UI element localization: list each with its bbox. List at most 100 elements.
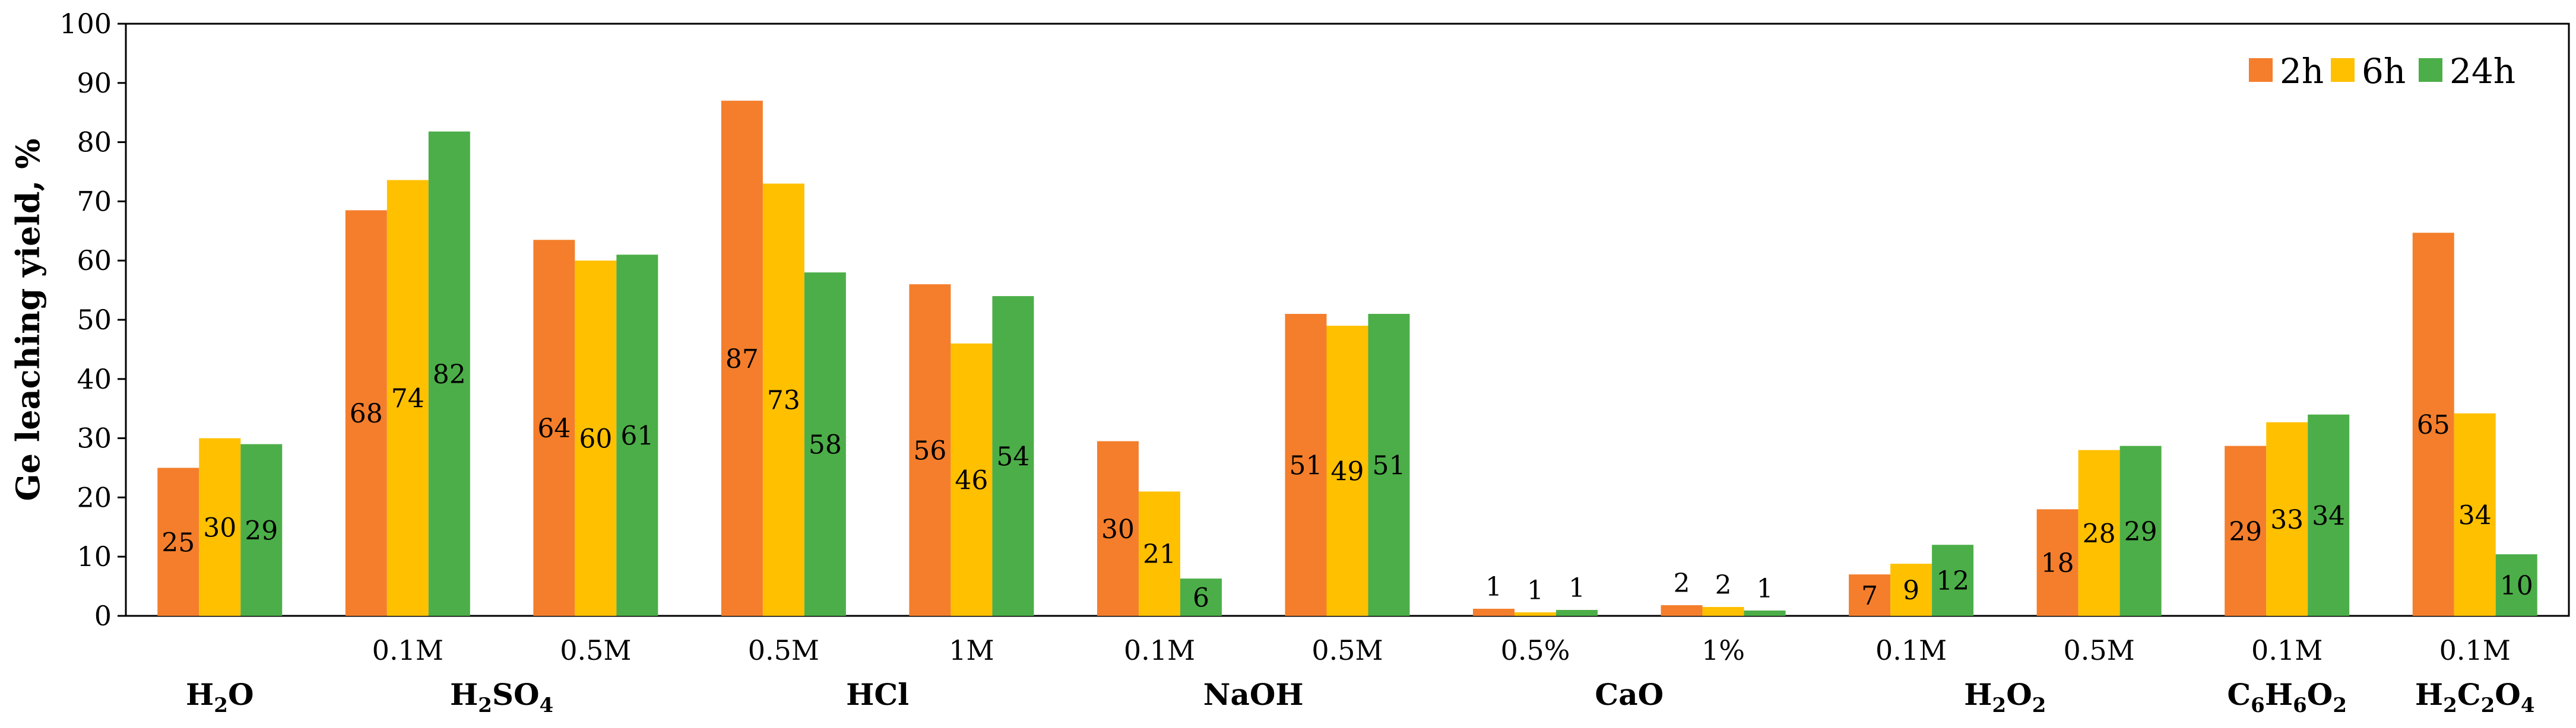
bar-24h bbox=[992, 296, 1034, 616]
group-label-part: H bbox=[2265, 677, 2293, 712]
bar-2h bbox=[1097, 441, 1139, 616]
bar-2h bbox=[721, 100, 763, 616]
data-label-24h: 1 bbox=[1757, 574, 1773, 604]
data-label-2h: 18 bbox=[2041, 548, 2074, 578]
bar-2h bbox=[2412, 233, 2454, 616]
x-tick-label: 0.5M bbox=[748, 634, 819, 666]
bar-2h bbox=[1285, 314, 1327, 616]
bar-6h bbox=[2454, 413, 2496, 616]
group-label-subscript: 2 bbox=[478, 694, 492, 717]
data-label-2h: 30 bbox=[1101, 514, 1135, 545]
y-tick-label: 50 bbox=[77, 304, 112, 336]
legend-swatch-2h bbox=[2249, 58, 2273, 82]
data-label-2h: 87 bbox=[725, 344, 759, 374]
bar-2h bbox=[157, 468, 199, 616]
group-label: H2SO4 bbox=[450, 677, 553, 717]
data-label-2h: 7 bbox=[1861, 581, 1878, 611]
data-label-6h: 33 bbox=[2270, 505, 2303, 535]
x-tick-label: 0.5M bbox=[560, 634, 631, 666]
x-tick-label: 0.1M bbox=[2439, 634, 2511, 666]
y-tick-label: 100 bbox=[59, 8, 112, 40]
group-label-part: H bbox=[450, 677, 478, 712]
x-tick-label: 0.1M bbox=[1875, 634, 1947, 666]
data-label-6h: 21 bbox=[1143, 539, 1176, 570]
group-label: NaOH bbox=[1203, 677, 1304, 712]
legend-label-2h: 2h bbox=[2280, 51, 2324, 91]
data-label-24h: 6 bbox=[1193, 583, 1209, 613]
bar-6h bbox=[1326, 325, 1368, 616]
bar-2h bbox=[1849, 574, 1891, 616]
data-label-6h: 30 bbox=[203, 513, 236, 543]
group-label-subscript: 6 bbox=[2293, 694, 2307, 717]
bar-2h bbox=[2036, 509, 2078, 616]
bar-24h bbox=[1744, 611, 1786, 616]
bar-2h bbox=[345, 210, 387, 616]
x-tick-label: 0.5% bbox=[1501, 634, 1570, 666]
x-tick-label: 0.5M bbox=[1311, 634, 1383, 666]
data-label-24h: 12 bbox=[1936, 566, 1969, 596]
data-label-2h: 65 bbox=[2417, 410, 2450, 440]
bar-24h bbox=[1556, 610, 1598, 616]
group-label-subscript: 2 bbox=[1992, 694, 2007, 717]
group-label-subscript: 2 bbox=[2032, 694, 2046, 717]
data-label-6h: 73 bbox=[767, 386, 800, 416]
y-tick-label: 20 bbox=[77, 481, 112, 513]
y-tick-label: 30 bbox=[77, 422, 112, 454]
legend-swatch-24h bbox=[2419, 58, 2442, 82]
group-label-subscript: 4 bbox=[540, 694, 554, 717]
y-tick-label: 0 bbox=[94, 600, 112, 632]
group-label-subscript: 2 bbox=[214, 694, 228, 717]
bar-2h bbox=[1473, 609, 1515, 616]
group-label: HCl bbox=[846, 677, 909, 712]
data-label-6h: 74 bbox=[391, 384, 424, 414]
data-label-2h: 2 bbox=[1674, 568, 1690, 599]
bar-6h bbox=[199, 438, 241, 616]
data-label-24h: 54 bbox=[996, 442, 1029, 472]
bar-2h bbox=[2225, 446, 2267, 616]
group-label-part: H bbox=[186, 677, 214, 712]
bar-6h bbox=[1890, 564, 1932, 616]
data-label-2h: 29 bbox=[2229, 517, 2262, 547]
bar-24h bbox=[804, 272, 846, 616]
bar-6h bbox=[2266, 422, 2308, 616]
group-label: H2C2O4 bbox=[2415, 677, 2535, 717]
group-label-part: C bbox=[2227, 677, 2251, 712]
group-label: C6H6O2 bbox=[2227, 677, 2347, 717]
group-label-subscript: 6 bbox=[2251, 694, 2265, 717]
data-label-2h: 1 bbox=[1485, 572, 1502, 602]
x-tick-label: 0.5M bbox=[2064, 634, 2135, 666]
group-label-subscript: 2 bbox=[2443, 694, 2457, 717]
y-tick-label: 40 bbox=[77, 363, 112, 395]
x-tick-label: 0.1M bbox=[2251, 634, 2322, 666]
data-label-24h: 58 bbox=[809, 430, 842, 460]
data-label-6h: 1 bbox=[1527, 576, 1544, 606]
data-label-24h: 1 bbox=[1569, 573, 1585, 603]
bar-24h bbox=[240, 444, 283, 616]
group-label: H2O bbox=[186, 677, 254, 717]
x-tick-label: 1M bbox=[949, 634, 994, 666]
bar-6h bbox=[2078, 450, 2120, 616]
bar-24h bbox=[2495, 554, 2537, 616]
bar-2h bbox=[533, 240, 575, 616]
data-label-6h: 49 bbox=[1331, 456, 1364, 487]
data-label-6h: 28 bbox=[2083, 519, 2116, 549]
y-axis-title: Ge leaching yield, % bbox=[9, 138, 47, 501]
bar-24h bbox=[616, 255, 658, 616]
y-tick-label: 10 bbox=[77, 541, 112, 573]
group-label-part: O bbox=[228, 677, 254, 712]
data-label-24h: 29 bbox=[2124, 517, 2157, 547]
data-label-6h: 2 bbox=[1715, 570, 1732, 600]
data-label-24h: 51 bbox=[1373, 451, 1406, 481]
data-label-24h: 10 bbox=[2500, 571, 2533, 601]
group-label-part: O bbox=[2006, 677, 2032, 712]
group-label-part: HCl bbox=[846, 677, 909, 712]
bar-6h bbox=[1702, 607, 1744, 616]
data-label-24h: 61 bbox=[620, 421, 654, 452]
y-tick-label: 90 bbox=[77, 67, 112, 99]
data-label-24h: 29 bbox=[245, 516, 278, 546]
group-label-subscript: 2 bbox=[2481, 694, 2495, 717]
y-tick-label: 80 bbox=[77, 126, 112, 158]
bar-24h bbox=[2308, 414, 2350, 616]
